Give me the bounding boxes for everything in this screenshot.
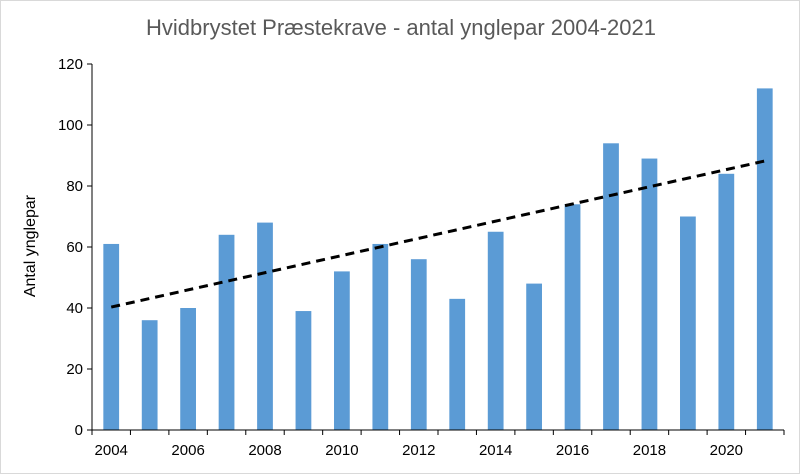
y-tick-label-60: 60: [66, 239, 83, 256]
bar-2004: [103, 243, 120, 430]
x-tick-label-2010: 2010: [325, 442, 358, 459]
bar-2017: [603, 143, 619, 431]
y-tick-label-0: 0: [75, 422, 83, 439]
y-tick-label-80: 80: [66, 178, 83, 195]
y-tick-label-40: 40: [66, 300, 83, 317]
x-tick-label-2004: 2004: [95, 442, 128, 459]
bar-2005: [141, 320, 158, 430]
bar-2020: [718, 173, 735, 431]
bar-2006: [180, 308, 196, 430]
bar-2007: [218, 234, 235, 430]
bar-2008: [257, 222, 273, 430]
bar-2009: [295, 311, 312, 430]
bar-2016: [564, 204, 581, 430]
y-tick-label-100: 100: [58, 117, 83, 134]
trendline: [110, 159, 766, 309]
y-tick-label-120: 120: [58, 56, 83, 73]
bar-2012: [410, 259, 427, 430]
bar-2021: [756, 88, 773, 431]
bar-2010: [334, 271, 350, 430]
bar-2018: [641, 158, 658, 431]
bar-2011: [372, 243, 389, 430]
chart-title: Hvidbrystet Præstekrave - antal ynglepar…: [146, 15, 656, 40]
bar-2013: [449, 298, 466, 430]
y-tick-label-20: 20: [66, 361, 83, 378]
bar-2015: [526, 283, 542, 430]
bar-2019: [680, 216, 696, 430]
bar-2014: [487, 231, 504, 430]
x-tick-label-2006: 2006: [171, 442, 204, 459]
x-tick-label-2018: 2018: [633, 442, 666, 459]
x-tick-label-2016: 2016: [556, 442, 589, 459]
x-tick-label-2008: 2008: [248, 442, 281, 459]
x-tick-label-2012: 2012: [402, 442, 435, 459]
x-tick-label-2014: 2014: [479, 442, 512, 459]
x-tick-label-2020: 2020: [710, 442, 743, 459]
